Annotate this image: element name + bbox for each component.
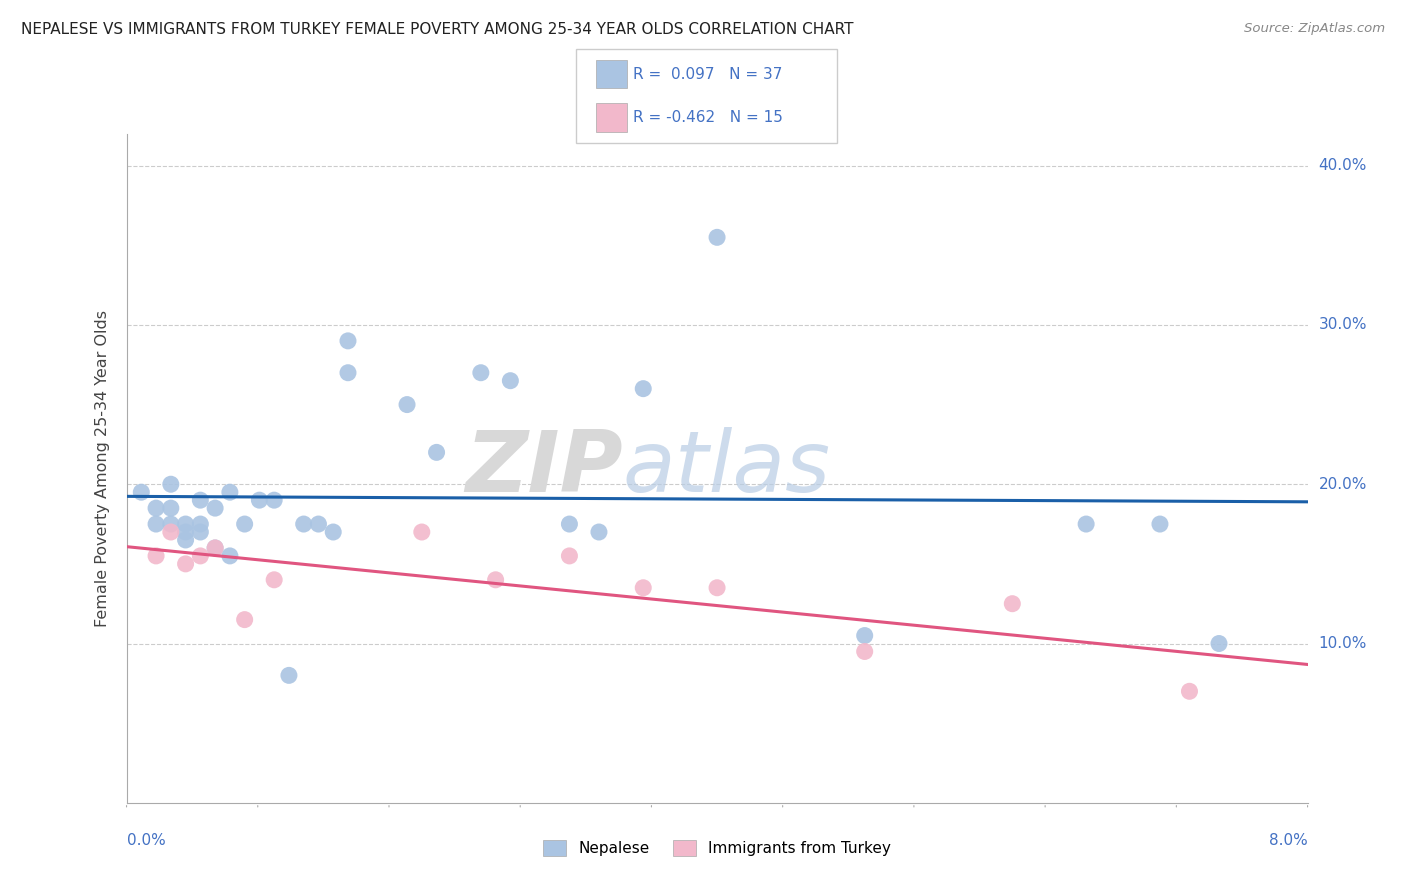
Point: [292, 517, 315, 532]
Text: Source: ZipAtlas.com: Source: ZipAtlas.com: [1244, 22, 1385, 36]
Point: [853, 644, 876, 658]
Point: [233, 613, 256, 627]
Text: 30.0%: 30.0%: [1319, 318, 1367, 333]
Point: [588, 524, 610, 539]
Text: NEPALESE VS IMMIGRANTS FROM TURKEY FEMALE POVERTY AMONG 25-34 YEAR OLDS CORRELAT: NEPALESE VS IMMIGRANTS FROM TURKEY FEMAL…: [21, 22, 853, 37]
Point: [160, 501, 183, 516]
Point: [204, 541, 226, 555]
Point: [174, 517, 197, 532]
Point: [263, 573, 285, 587]
Text: 20.0%: 20.0%: [1319, 476, 1367, 491]
Point: [160, 517, 183, 532]
Text: 10.0%: 10.0%: [1319, 636, 1367, 651]
Point: [174, 524, 197, 539]
Point: [1149, 517, 1171, 532]
Text: 8.0%: 8.0%: [1268, 833, 1308, 848]
Point: [263, 493, 285, 508]
Legend: Nepalese, Immigrants from Turkey: Nepalese, Immigrants from Turkey: [537, 834, 897, 862]
Point: [558, 549, 581, 563]
Point: [558, 517, 581, 532]
Point: [853, 628, 876, 642]
Point: [1076, 517, 1098, 532]
Point: [188, 517, 211, 532]
Text: R = -0.462   N = 15: R = -0.462 N = 15: [633, 111, 783, 125]
Point: [188, 549, 211, 563]
Point: [484, 573, 508, 587]
Point: [174, 533, 197, 547]
Point: [145, 501, 167, 516]
Point: [204, 541, 226, 555]
Point: [307, 517, 329, 532]
Point: [470, 366, 492, 380]
Point: [396, 398, 419, 412]
Point: [706, 581, 728, 595]
Point: [247, 493, 270, 508]
Point: [145, 517, 167, 532]
Point: [1001, 597, 1024, 611]
Point: [160, 524, 183, 539]
Text: atlas: atlas: [623, 426, 831, 510]
Point: [1178, 684, 1201, 698]
Point: [633, 581, 655, 595]
Point: [337, 366, 360, 380]
Point: [1208, 636, 1230, 650]
Point: [188, 524, 211, 539]
Point: [633, 382, 655, 396]
Point: [499, 374, 522, 388]
Point: [411, 524, 433, 539]
Point: [174, 557, 197, 571]
Text: 0.0%: 0.0%: [127, 833, 166, 848]
Point: [278, 668, 301, 682]
Point: [337, 334, 360, 348]
Point: [425, 445, 447, 459]
Point: [219, 485, 242, 500]
Y-axis label: Female Poverty Among 25-34 Year Olds: Female Poverty Among 25-34 Year Olds: [94, 310, 110, 627]
Point: [145, 549, 167, 563]
Point: [160, 477, 183, 491]
Text: 40.0%: 40.0%: [1319, 158, 1367, 173]
Point: [322, 524, 344, 539]
Point: [233, 517, 256, 532]
Point: [188, 493, 211, 508]
Point: [706, 230, 728, 244]
Point: [219, 549, 242, 563]
Text: ZIP: ZIP: [465, 426, 623, 510]
Text: R =  0.097   N = 37: R = 0.097 N = 37: [633, 67, 782, 81]
Point: [129, 485, 153, 500]
Point: [204, 501, 226, 516]
